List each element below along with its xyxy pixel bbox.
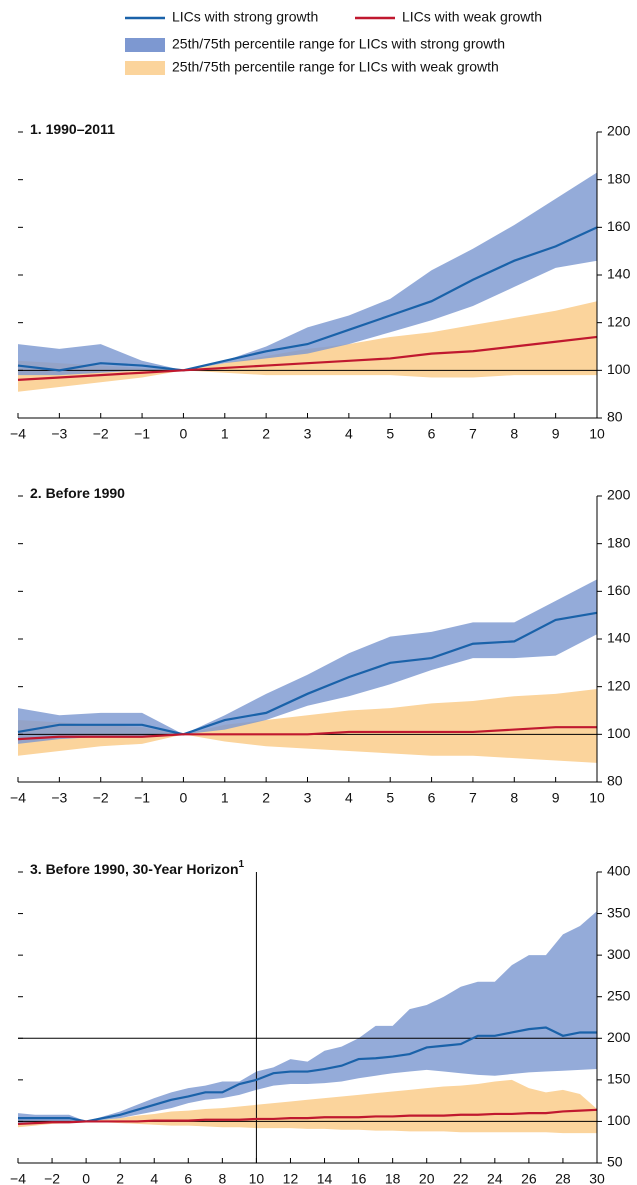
x-tick-label: 7	[469, 426, 477, 442]
legend-label: LICs with strong growth	[172, 9, 318, 25]
x-tick-label: 30	[589, 1171, 605, 1185]
x-tick-label: 0	[180, 426, 188, 442]
x-tick-label: 8	[510, 426, 518, 442]
x-tick-label: 2	[116, 1171, 124, 1185]
x-tick-label: −4	[10, 426, 26, 442]
y-tick-label: 200	[607, 123, 631, 139]
x-tick-label: 7	[469, 790, 477, 806]
x-tick-label: 26	[521, 1171, 537, 1185]
y-tick-label: 200	[607, 487, 631, 503]
y-tick-label: 120	[607, 313, 631, 329]
x-tick-label: 6	[184, 1171, 192, 1185]
y-tick-label: 100	[607, 1112, 631, 1128]
x-tick-label: 1	[221, 426, 229, 442]
y-tick-label: 80	[607, 409, 623, 425]
x-tick-label: 3	[304, 790, 312, 806]
x-tick-label: 8	[510, 790, 518, 806]
x-tick-label: 16	[351, 1171, 367, 1185]
y-tick-label: 140	[607, 266, 631, 282]
x-tick-label: −4	[10, 1171, 26, 1185]
y-tick-label: 160	[607, 582, 631, 598]
y-tick-label: 250	[607, 987, 631, 1003]
panel-title: 2. Before 1990	[30, 485, 125, 501]
y-tick-label: 300	[607, 946, 631, 962]
x-tick-label: 0	[82, 1171, 90, 1185]
legend-swatch	[125, 61, 165, 75]
panel-title: 3. Before 1990, 30-Year Horizon1	[30, 859, 245, 877]
panel-title-text: 1. 1990–2011	[30, 121, 115, 137]
y-tick-label: 350	[607, 904, 631, 920]
y-tick-label: 400	[607, 863, 631, 879]
legend-label: LICs with weak growth	[402, 9, 542, 25]
x-tick-label: 4	[150, 1171, 158, 1185]
y-tick-label: 120	[607, 677, 631, 693]
x-tick-label: 10	[589, 790, 605, 806]
x-tick-label: 2	[262, 426, 270, 442]
x-tick-label: −2	[44, 1171, 60, 1185]
x-tick-label: −2	[93, 790, 109, 806]
x-tick-label: 6	[428, 426, 436, 442]
x-tick-label: 3	[304, 426, 312, 442]
series-line	[17, 226, 598, 372]
y-tick-label: 100	[607, 361, 631, 377]
x-tick-label: 20	[419, 1171, 435, 1185]
percentile-band	[18, 579, 597, 744]
x-tick-label: 9	[552, 426, 560, 442]
x-tick-label: 5	[386, 426, 394, 442]
x-tick-label: −1	[134, 426, 150, 442]
x-tick-label: 22	[453, 1171, 469, 1185]
x-tick-label: 6	[428, 790, 436, 806]
series-line	[17, 1108, 598, 1126]
percentile-band	[18, 1079, 597, 1134]
y-tick-label: 100	[607, 725, 631, 741]
legend-label: 25th/75th percentile range for LICs with…	[172, 59, 499, 75]
series-line	[18, 1026, 597, 1123]
x-tick-label: 2	[262, 790, 270, 806]
y-tick-label: 200	[607, 1029, 631, 1045]
panel-title: 1. 1990–2011	[30, 121, 115, 137]
x-tick-label: 14	[317, 1171, 333, 1185]
legend-swatch	[125, 38, 165, 52]
x-tick-label: 1	[221, 790, 229, 806]
x-tick-label: −4	[10, 790, 26, 806]
series-line	[17, 335, 598, 381]
x-tick-label: 4	[345, 426, 353, 442]
panel-title-text: 3. Before 1990, 30-Year Horizon	[30, 861, 239, 877]
legend-label: 25th/75th percentile range for LICs with…	[172, 36, 505, 52]
y-tick-label: 180	[607, 534, 631, 550]
x-tick-label: 18	[385, 1171, 401, 1185]
panel-title-text: 2. Before 1990	[30, 485, 125, 501]
percentile-band	[18, 172, 597, 376]
x-tick-label: 28	[555, 1171, 571, 1185]
title-superscript: 1	[239, 859, 245, 870]
x-tick-label: 24	[487, 1171, 503, 1185]
x-tick-label: −1	[134, 790, 150, 806]
x-tick-label: 8	[218, 1171, 226, 1185]
y-tick-label: 50	[607, 1154, 623, 1170]
y-tick-label: 160	[607, 218, 631, 234]
x-tick-label: 9	[552, 790, 560, 806]
percentile-band	[18, 689, 597, 763]
y-tick-label: 80	[607, 773, 623, 789]
x-tick-label: 10	[589, 426, 605, 442]
percentile-band	[18, 301, 597, 392]
series-line	[17, 611, 598, 736]
x-tick-label: 10	[249, 1171, 265, 1185]
series-line	[17, 726, 597, 741]
y-tick-label: 140	[607, 630, 631, 646]
x-tick-label: −2	[93, 426, 109, 442]
x-tick-label: −3	[51, 790, 67, 806]
y-tick-label: 180	[607, 170, 631, 186]
x-tick-label: −3	[51, 426, 67, 442]
x-tick-label: 0	[180, 790, 188, 806]
percentile-band	[18, 911, 597, 1124]
x-tick-label: 12	[283, 1171, 299, 1185]
y-tick-label: 150	[607, 1071, 631, 1087]
x-tick-label: 4	[345, 790, 353, 806]
x-tick-label: 5	[386, 790, 394, 806]
